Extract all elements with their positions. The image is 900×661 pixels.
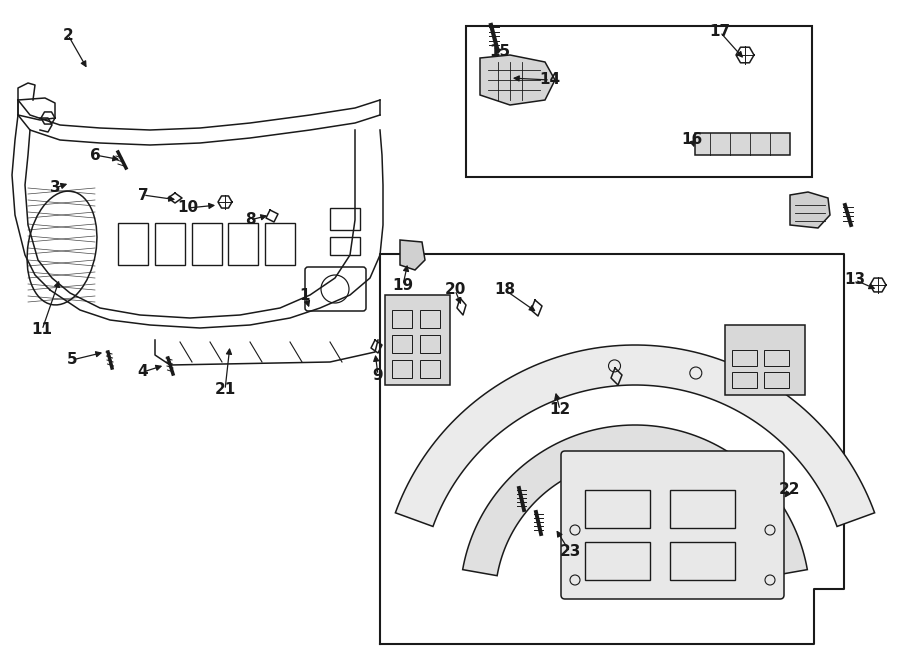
Text: 9: 9 <box>373 368 383 383</box>
Text: 22: 22 <box>779 483 801 498</box>
Text: 21: 21 <box>214 383 236 397</box>
Bar <box>732 350 757 366</box>
Text: 18: 18 <box>494 282 516 297</box>
Bar <box>385 295 450 385</box>
Bar <box>192 223 222 265</box>
Bar <box>265 223 295 265</box>
Polygon shape <box>395 345 875 526</box>
Text: 5: 5 <box>67 352 77 368</box>
Bar <box>585 490 650 528</box>
Text: 3: 3 <box>50 180 60 196</box>
Bar <box>725 325 805 395</box>
Bar <box>392 360 412 378</box>
Text: 23: 23 <box>559 545 580 559</box>
Bar <box>155 223 185 265</box>
Text: 16: 16 <box>681 132 703 147</box>
Polygon shape <box>790 192 830 228</box>
Bar <box>585 542 650 580</box>
Bar <box>466 26 812 177</box>
Bar <box>764 350 789 366</box>
Text: 1: 1 <box>300 288 310 303</box>
Text: 8: 8 <box>245 212 256 227</box>
Bar <box>118 223 148 265</box>
Text: 2: 2 <box>63 28 74 42</box>
Text: 13: 13 <box>844 272 866 288</box>
Polygon shape <box>463 425 807 576</box>
Bar <box>732 372 757 388</box>
Bar <box>670 542 735 580</box>
Bar <box>420 335 440 353</box>
Bar <box>695 133 790 155</box>
Text: 19: 19 <box>392 278 414 293</box>
Bar <box>392 310 412 328</box>
Bar <box>228 223 258 265</box>
Text: 10: 10 <box>177 200 199 215</box>
Text: 4: 4 <box>138 364 148 379</box>
Text: 12: 12 <box>549 403 571 418</box>
Text: 15: 15 <box>490 44 510 59</box>
Text: 6: 6 <box>90 147 101 163</box>
Polygon shape <box>400 240 425 270</box>
Text: 17: 17 <box>709 24 731 40</box>
Bar <box>420 310 440 328</box>
Text: 14: 14 <box>539 73 561 87</box>
Bar <box>392 335 412 353</box>
Text: 20: 20 <box>445 282 465 297</box>
Bar <box>330 208 360 230</box>
Bar <box>764 372 789 388</box>
Polygon shape <box>480 55 555 105</box>
Text: 11: 11 <box>32 323 52 338</box>
Bar <box>330 237 360 255</box>
Bar <box>670 490 735 528</box>
Bar <box>420 360 440 378</box>
Text: 7: 7 <box>138 188 148 202</box>
FancyBboxPatch shape <box>561 451 784 599</box>
